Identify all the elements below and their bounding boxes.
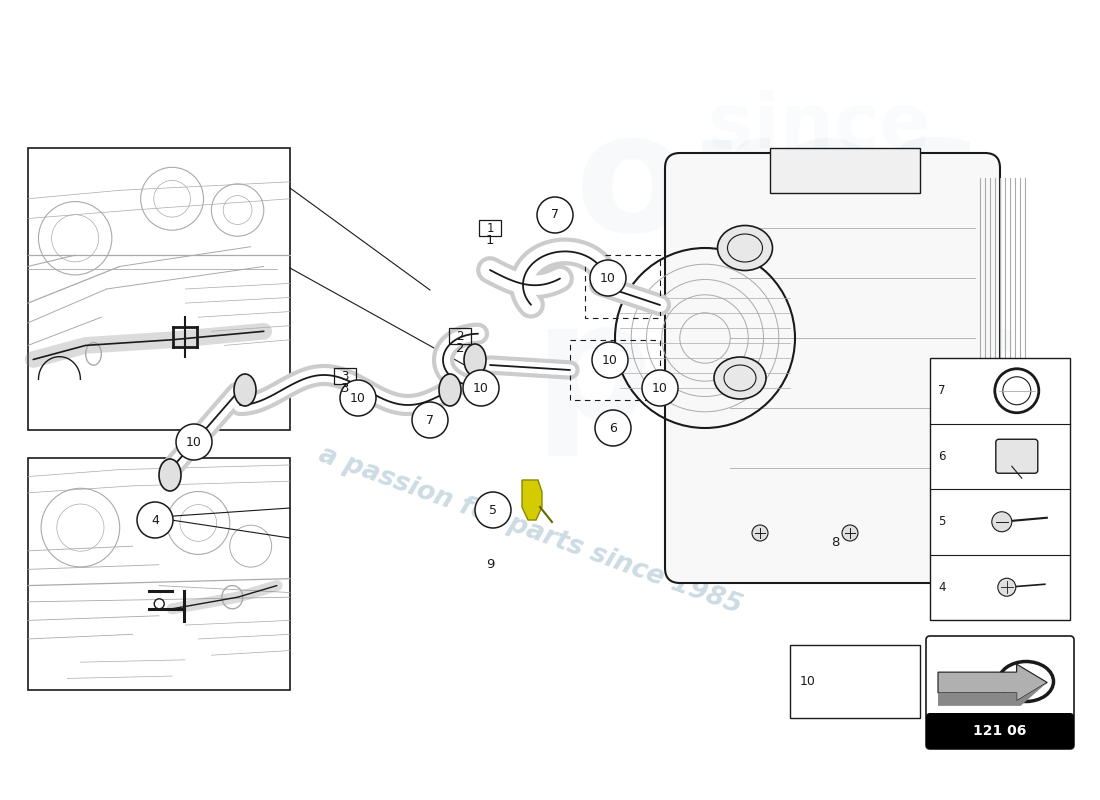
Text: 10: 10 xyxy=(350,391,366,405)
Bar xyxy=(930,717,1070,745)
Text: 10: 10 xyxy=(186,435,202,449)
Text: 6: 6 xyxy=(938,450,946,462)
Text: 5: 5 xyxy=(490,503,497,517)
Circle shape xyxy=(138,502,173,538)
Circle shape xyxy=(537,197,573,233)
Bar xyxy=(930,358,1070,620)
Ellipse shape xyxy=(464,344,486,376)
Circle shape xyxy=(176,424,212,460)
FancyBboxPatch shape xyxy=(666,153,1000,583)
Circle shape xyxy=(642,370,678,406)
Text: 7: 7 xyxy=(426,414,434,426)
Text: 4: 4 xyxy=(151,514,158,526)
Bar xyxy=(585,255,660,318)
Text: 8: 8 xyxy=(830,535,839,549)
Circle shape xyxy=(592,342,628,378)
Bar xyxy=(449,328,471,344)
Text: 1: 1 xyxy=(486,234,494,246)
FancyBboxPatch shape xyxy=(926,713,1074,749)
Circle shape xyxy=(590,260,626,296)
Text: 2: 2 xyxy=(456,330,464,342)
Bar xyxy=(478,220,500,236)
Circle shape xyxy=(842,525,858,541)
Ellipse shape xyxy=(439,374,461,406)
Text: 1: 1 xyxy=(486,222,494,234)
Bar xyxy=(28,458,290,690)
Bar xyxy=(570,340,660,400)
Circle shape xyxy=(475,492,512,528)
Polygon shape xyxy=(938,682,1047,706)
Text: 10: 10 xyxy=(601,271,616,285)
Circle shape xyxy=(412,402,448,438)
Circle shape xyxy=(463,370,499,406)
Circle shape xyxy=(154,598,164,609)
Text: 10: 10 xyxy=(800,675,816,688)
Text: 10: 10 xyxy=(652,382,668,394)
Polygon shape xyxy=(522,480,542,520)
Text: since
1985: since 1985 xyxy=(708,90,932,250)
Polygon shape xyxy=(938,664,1047,701)
Text: 5: 5 xyxy=(938,515,945,528)
FancyBboxPatch shape xyxy=(996,439,1037,474)
Text: 7: 7 xyxy=(938,384,946,398)
Ellipse shape xyxy=(160,459,182,491)
Bar xyxy=(334,368,356,384)
FancyBboxPatch shape xyxy=(926,636,1074,749)
Ellipse shape xyxy=(234,374,256,406)
Text: 2: 2 xyxy=(455,342,464,354)
Text: 7: 7 xyxy=(551,209,559,222)
Text: 121 06: 121 06 xyxy=(974,724,1026,738)
Circle shape xyxy=(998,578,1015,596)
Circle shape xyxy=(752,525,768,541)
FancyBboxPatch shape xyxy=(770,148,920,193)
Text: 3: 3 xyxy=(341,370,349,382)
Text: 3: 3 xyxy=(341,382,350,394)
Text: 6: 6 xyxy=(609,422,617,434)
Text: 10: 10 xyxy=(602,354,618,366)
Bar xyxy=(28,148,290,430)
Circle shape xyxy=(992,512,1012,532)
Text: oros
parts: oros parts xyxy=(534,104,1026,456)
Bar xyxy=(790,645,920,718)
Circle shape xyxy=(340,380,376,416)
Text: 9: 9 xyxy=(486,558,494,570)
Ellipse shape xyxy=(717,226,772,270)
Text: 10: 10 xyxy=(473,382,488,394)
Text: 4: 4 xyxy=(938,581,946,594)
Text: a passion for parts since 1985: a passion for parts since 1985 xyxy=(315,441,745,619)
Circle shape xyxy=(595,410,631,446)
Ellipse shape xyxy=(714,357,766,399)
